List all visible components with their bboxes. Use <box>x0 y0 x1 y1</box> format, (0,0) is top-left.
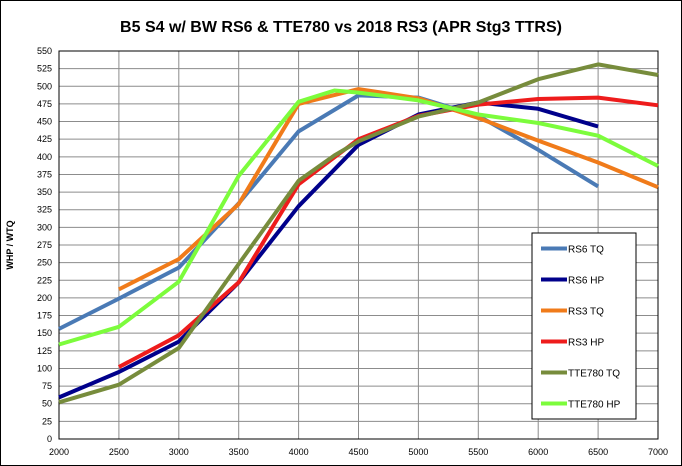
y-tick-label: 100 <box>37 363 52 373</box>
series-line-rs6-hp <box>58 100 599 400</box>
chart-title: B5 S4 w/ BW RS6 & TTE780 vs 2018 RS3 (AP… <box>120 19 562 36</box>
y-tick-label: 450 <box>37 117 52 127</box>
x-tick-label: 4000 <box>289 447 309 457</box>
y-tick-label: 275 <box>37 240 52 250</box>
x-tick-label: 2500 <box>109 447 129 457</box>
y-tick-label: 300 <box>37 222 52 232</box>
x-tick-label: 4500 <box>348 447 368 457</box>
x-tick-label: 2000 <box>49 447 69 457</box>
legend-label: TTE780 TQ <box>568 369 620 380</box>
y-tick-label: 0 <box>47 434 52 444</box>
y-tick-label: 375 <box>37 169 52 179</box>
y-tick-label: 500 <box>37 81 52 91</box>
series-line-rs6-tq <box>58 93 600 331</box>
legend-label: TTE780 HP <box>568 400 621 411</box>
x-tick-label: 7000 <box>648 447 668 457</box>
series-line-tte780-hp <box>58 88 659 347</box>
y-tick-label: 325 <box>37 205 52 215</box>
x-tick-label: 5000 <box>408 447 428 457</box>
x-tick-label: 3500 <box>229 447 249 457</box>
y-tick-label: 125 <box>37 346 52 356</box>
y-tick-label: 400 <box>37 152 52 162</box>
x-tick-label: 5500 <box>468 447 488 457</box>
series-lines <box>58 62 659 405</box>
y-tick-label: 225 <box>37 275 52 285</box>
y-tick-label: 425 <box>37 134 52 144</box>
legend-box <box>531 232 637 420</box>
y-tick-label: 525 <box>37 64 52 74</box>
series-line-tte780-tq <box>58 62 659 405</box>
y-axis-label: WHP / WTQ <box>5 220 15 269</box>
x-tick-label: 3000 <box>169 447 189 457</box>
y-tick-label: 200 <box>37 293 52 303</box>
y-tick-label: 350 <box>37 187 52 197</box>
y-tick-label: 475 <box>37 99 52 109</box>
legend-label: RS3 TQ <box>568 307 604 318</box>
axis-ticks: 0 25 50 75 100 125 150 175 200 225 250 275 300 325 350… <box>37 46 668 457</box>
x-tick-label: 6500 <box>588 447 608 457</box>
legend-label: RS6 TQ <box>568 245 604 256</box>
y-tick-label: 50 <box>42 399 52 409</box>
legend-label: RS3 HP <box>568 338 604 349</box>
y-tick-label: 25 <box>42 416 52 426</box>
y-tick-label: 550 <box>37 46 52 56</box>
y-tick-label: 250 <box>37 258 52 268</box>
plot-area <box>58 50 659 440</box>
legend: RS6 TQ RS6 HP RS3 TQ RS3 HP TTE780 TQ TTE780 … <box>531 232 637 420</box>
y-tick-label: 175 <box>37 311 52 321</box>
y-tick-label: 150 <box>37 328 52 338</box>
x-tick-label: 6000 <box>528 447 548 457</box>
y-tick-label: 75 <box>42 381 52 391</box>
legend-label: RS6 HP <box>568 276 604 287</box>
